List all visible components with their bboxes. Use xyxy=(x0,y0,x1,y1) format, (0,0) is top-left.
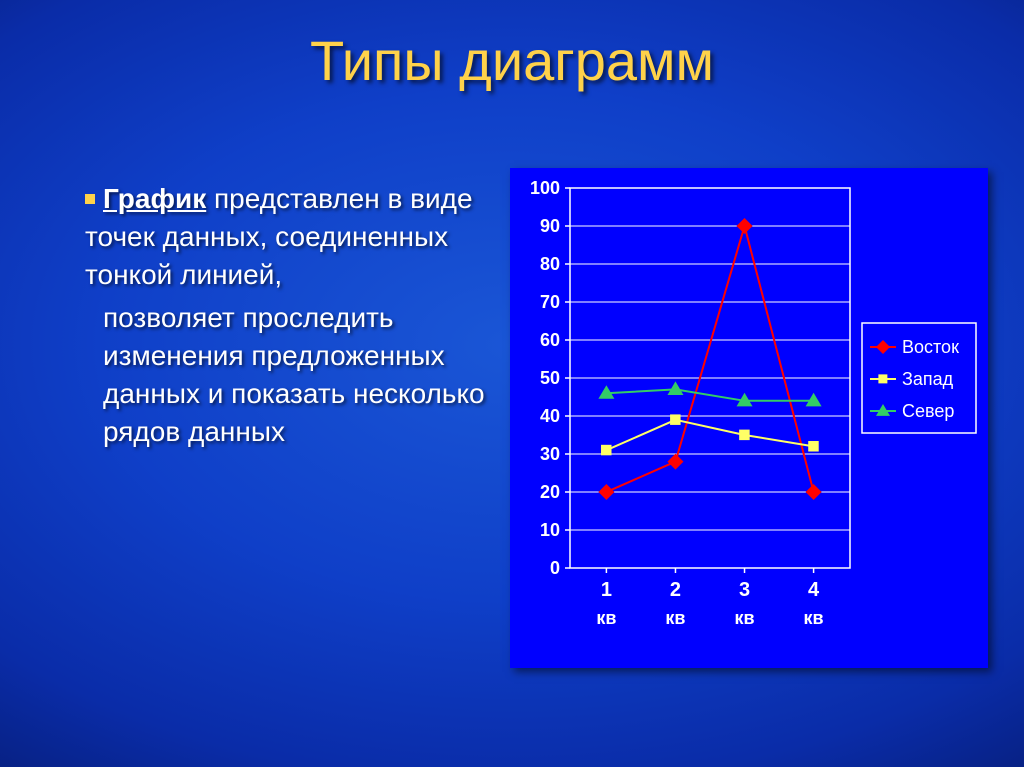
y-tick-label: 30 xyxy=(540,444,560,464)
bullet-icon xyxy=(85,194,95,204)
line-chart: 0 10 20 30 40 50 60 70 80 90 100 1 кв 2 кв 3 кв 4 кв Восток… xyxy=(510,168,988,668)
body-text: График представлен в виде точек данных, … xyxy=(85,180,495,451)
paragraph-2: позволяет проследить изменения предложен… xyxy=(85,299,495,450)
marker-square xyxy=(739,430,750,441)
x-tick-label-top: 3 xyxy=(739,579,750,601)
marker-square xyxy=(808,441,819,452)
y-tick-label: 100 xyxy=(530,178,560,198)
lead-word: График xyxy=(103,183,206,214)
y-tick-label: 90 xyxy=(540,216,560,236)
x-tick-label-bot: кв xyxy=(665,608,685,628)
x-tick-label-bot: кв xyxy=(804,608,824,628)
y-tick-label: 80 xyxy=(540,254,560,274)
y-tick-label: 50 xyxy=(540,368,560,388)
x-tick-label-top: 1 xyxy=(601,579,612,601)
marker-square xyxy=(670,414,681,425)
chart-panel: 0 10 20 30 40 50 60 70 80 90 100 1 кв 2 кв 3 кв 4 кв Восток… xyxy=(510,168,988,668)
y-tick-label: 70 xyxy=(540,292,560,312)
paragraph-1: График представлен в виде точек данных, … xyxy=(85,180,495,293)
x-tick-label-bot: кв xyxy=(734,608,754,628)
y-tick-label: 10 xyxy=(540,520,560,540)
y-tick-label: 40 xyxy=(540,406,560,426)
x-tick-label-top: 2 xyxy=(670,579,681,601)
legend-label: Запад xyxy=(902,369,954,389)
legend-label: Восток xyxy=(902,337,959,357)
slide-title: Типы диаграмм xyxy=(0,28,1024,93)
y-tick-label: 20 xyxy=(540,482,560,502)
y-tick-label: 0 xyxy=(550,558,560,578)
y-tick-label: 60 xyxy=(540,330,560,350)
x-tick-label-top: 4 xyxy=(808,579,820,601)
marker-square xyxy=(601,445,612,456)
slide: Типы диаграмм График представлен в виде … xyxy=(0,0,1024,767)
marker-square xyxy=(878,374,887,383)
x-tick-label-bot: кв xyxy=(596,608,616,628)
legend-label: Север xyxy=(902,401,954,421)
